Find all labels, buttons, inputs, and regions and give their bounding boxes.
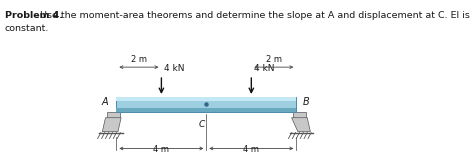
Text: Problem 4.: Problem 4.: [5, 11, 63, 20]
Text: 4 kN: 4 kN: [254, 64, 274, 73]
Bar: [107, 112, 119, 118]
Bar: [117, 108, 296, 112]
Text: A: A: [102, 97, 109, 107]
Text: 2 m: 2 m: [266, 55, 282, 64]
Bar: [117, 97, 296, 101]
Text: C: C: [199, 120, 205, 129]
Text: Use the moment-area theorems and determine the slope at A and displacement at C.: Use the moment-area theorems and determi…: [37, 11, 470, 20]
Polygon shape: [292, 118, 310, 132]
Text: B: B: [302, 97, 310, 107]
Text: 2 m: 2 m: [131, 55, 147, 64]
Text: constant.: constant.: [5, 24, 49, 32]
Text: 4 m: 4 m: [243, 145, 259, 154]
Bar: [117, 97, 296, 112]
Bar: [293, 112, 306, 118]
Text: 4 kN: 4 kN: [164, 64, 184, 73]
Text: 4 m: 4 m: [154, 145, 169, 154]
Polygon shape: [102, 118, 121, 132]
